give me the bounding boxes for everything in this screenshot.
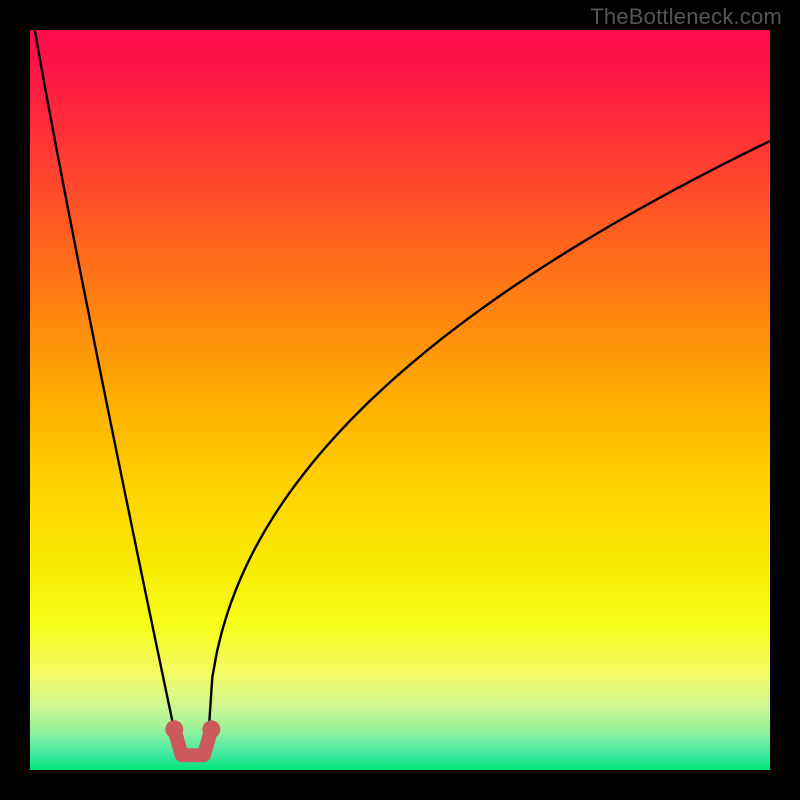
- gradient-background: [30, 30, 770, 770]
- plot-area: [30, 30, 770, 770]
- watermark-text: TheBottleneck.com: [590, 4, 782, 30]
- chart-frame: TheBottleneck.com: [0, 0, 800, 800]
- bottleneck-chart: [30, 30, 770, 770]
- marker-dot: [165, 720, 183, 738]
- marker-dot: [202, 720, 220, 738]
